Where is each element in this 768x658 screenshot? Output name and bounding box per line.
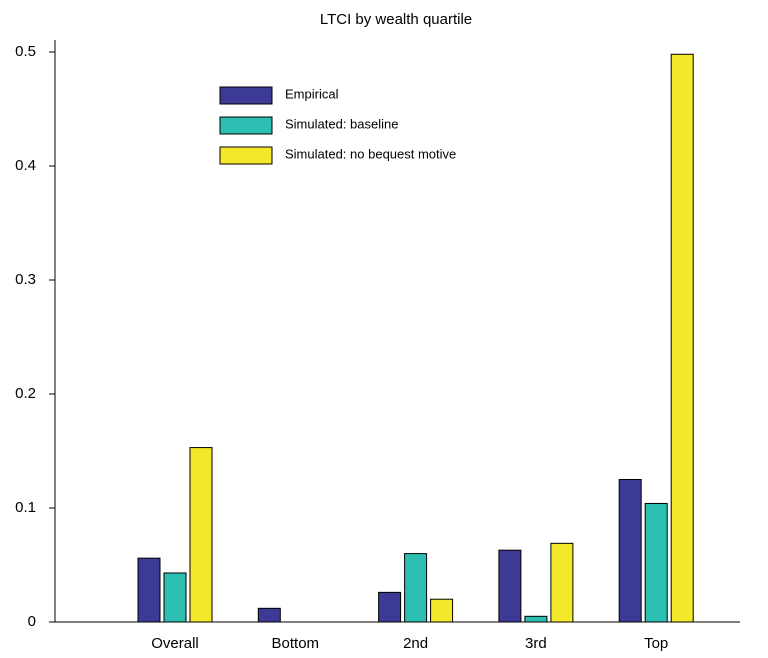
bar <box>404 553 428 623</box>
x-tick-label: Top <box>644 635 668 652</box>
legend-swatch <box>219 146 273 165</box>
bar <box>137 557 161 623</box>
bar <box>378 591 402 623</box>
y-tick-label: 0.2 <box>15 385 36 402</box>
y-tick-label: 0.3 <box>15 271 36 288</box>
bar <box>524 615 548 623</box>
y-tick-label: 0.1 <box>15 499 36 516</box>
y-tick-label: 0.4 <box>15 157 36 174</box>
y-tick-label: 0.5 <box>15 43 36 60</box>
legend-label: Simulated: baseline <box>285 116 398 131</box>
x-tick-label: Bottom <box>272 635 320 652</box>
bar <box>498 549 522 623</box>
bar <box>550 542 574 623</box>
x-tick-label: 3rd <box>525 635 547 652</box>
bar <box>670 53 694 623</box>
legend-label: Simulated: no bequest motive <box>285 146 456 161</box>
bar <box>189 447 213 623</box>
legend-label: Empirical <box>285 86 339 101</box>
bar <box>163 572 187 623</box>
bar <box>618 479 642 623</box>
bar <box>430 598 454 623</box>
y-tick-label: 0 <box>28 613 36 630</box>
legend-swatch <box>219 116 273 135</box>
legend-swatch <box>219 86 273 105</box>
bar <box>644 502 668 623</box>
bar <box>257 607 281 623</box>
chart-title: LTCI by wealth quartile <box>320 11 472 28</box>
x-tick-label: 2nd <box>403 635 428 652</box>
x-tick-label: Overall <box>151 635 199 652</box>
